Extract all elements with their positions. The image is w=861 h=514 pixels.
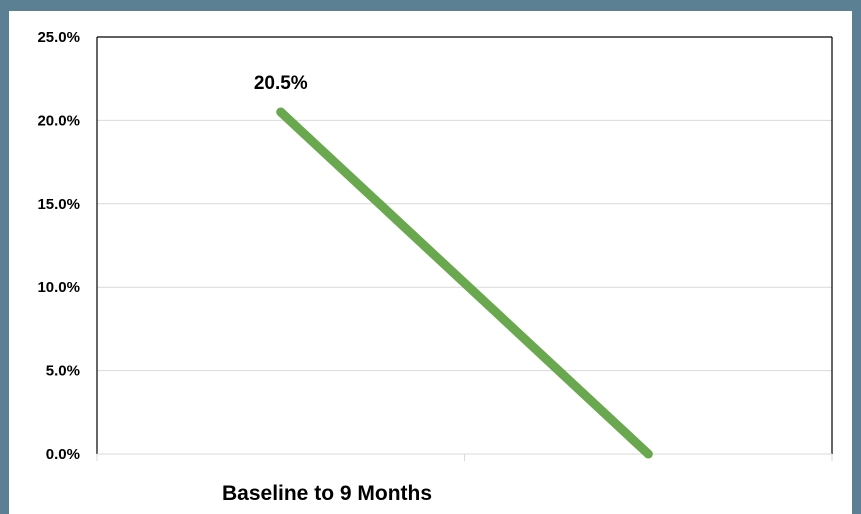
data-point [643, 449, 653, 459]
y-tick-label: 25.0% [37, 29, 80, 46]
y-tick-label: 15.0% [37, 196, 80, 213]
data-labels: 20.5% [254, 73, 308, 94]
y-tick-label: 5.0% [46, 363, 80, 380]
chart-panel [9, 11, 852, 514]
y-tick-labels: 0.0% 5.0% 10.0% 15.0% 20.0% 25.0% [37, 29, 80, 463]
gridlines [97, 119, 832, 372]
y-tick-label: 0.0% [46, 446, 80, 463]
data-label: 20.5% [254, 73, 308, 94]
y-tick-label: 10.0% [37, 279, 80, 296]
category-label: Baseline to 9 Months [222, 482, 432, 505]
category-labels: Baseline to 9 Months [222, 482, 432, 505]
series-line [276, 107, 653, 459]
axes [96, 36, 833, 461]
data-point [276, 107, 286, 117]
y-tick-label: 20.0% [37, 112, 80, 129]
series-group [276, 107, 653, 459]
